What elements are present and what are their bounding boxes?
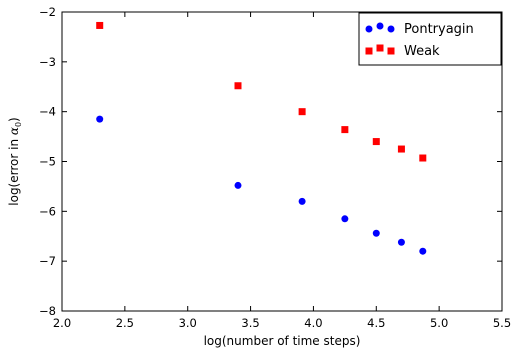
y-tick-label: −2 xyxy=(39,5,56,19)
pontryagin-point xyxy=(341,215,349,223)
x-axis-label: log(number of time steps) xyxy=(204,334,361,348)
x-tick-label: 2.5 xyxy=(116,316,134,330)
data-points xyxy=(96,21,427,255)
pontryagin-point xyxy=(419,247,427,255)
axis-ticks: 2.0 2.5 3.0 3.5 4.0 4.5 5.0 5.5 −8 −7 −6 −5 −4 −3 −2 xyxy=(39,5,511,330)
y-tick-label: −5 xyxy=(39,155,56,169)
x-tick-label: 4.5 xyxy=(367,316,385,330)
legend-label: Pontryagin xyxy=(404,22,474,37)
legend-weak-marker xyxy=(365,47,373,55)
weak-point xyxy=(298,108,306,116)
x-tick-label: 5.5 xyxy=(493,316,511,330)
y-tick-label: −7 xyxy=(39,254,56,268)
weak-point xyxy=(397,145,405,153)
weak-point xyxy=(234,82,242,90)
weak-point xyxy=(419,154,427,162)
legend-weak-marker xyxy=(387,47,395,55)
plot-frame xyxy=(61,11,503,312)
pontryagin-point xyxy=(96,115,104,123)
legend: Pontryagin Weak xyxy=(358,12,502,66)
legend-label: Weak xyxy=(404,44,440,59)
weak-point xyxy=(341,126,349,134)
pontryagin-point xyxy=(298,197,306,205)
x-tick-label: 3.5 xyxy=(241,316,259,330)
weak-point xyxy=(372,138,380,146)
pontryagin-point xyxy=(397,238,405,246)
pontryagin-point xyxy=(234,181,242,189)
legend-pontryagin-marker xyxy=(365,25,373,33)
y-axis-label: log(error in α0) xyxy=(7,117,23,205)
x-tick-label: 5.0 xyxy=(430,316,448,330)
x-tick-label: 3.0 xyxy=(179,316,197,330)
y-tick-label: −8 xyxy=(39,304,56,318)
weak-point xyxy=(96,21,104,29)
pontryagin-point xyxy=(372,229,380,237)
y-tick-label: −6 xyxy=(39,204,56,218)
legend-weak-marker xyxy=(376,44,384,52)
x-tick-label: 4.0 xyxy=(304,316,322,330)
y-axis-label-subscript: 0 xyxy=(14,122,23,127)
legend-pontryagin-marker xyxy=(387,25,395,33)
y-axis-label-symbol: α xyxy=(7,127,21,135)
y-tick-label: −3 xyxy=(39,55,56,69)
y-axis-label-prefix: log(error in xyxy=(7,135,21,206)
x-tick-label: 2.0 xyxy=(53,316,71,330)
legend-pontryagin-marker xyxy=(376,22,384,30)
legend-box xyxy=(358,12,502,66)
y-tick-label: −4 xyxy=(39,105,56,119)
y-axis-label-suffix: ) xyxy=(7,117,21,122)
